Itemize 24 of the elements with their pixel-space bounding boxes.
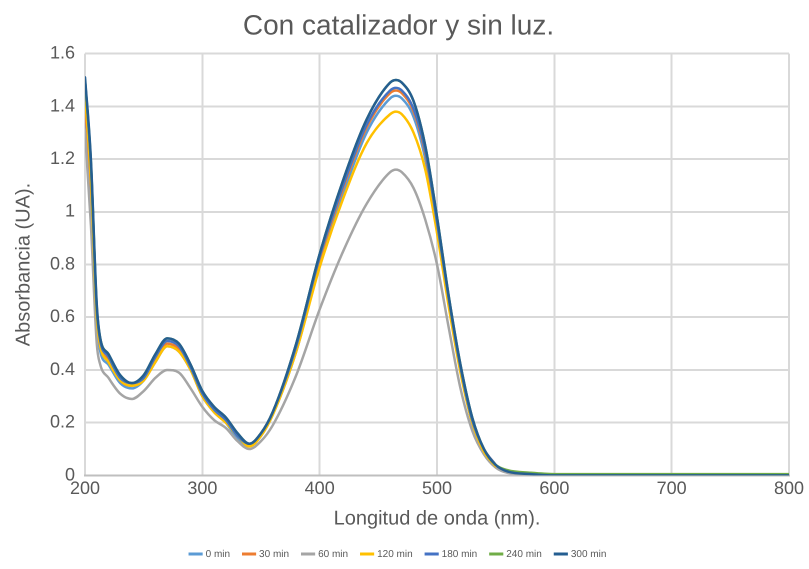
x-tick-label: 400 xyxy=(304,478,335,498)
legend-label: 60 min xyxy=(318,548,348,560)
chart-title: Con catalizador y sin luz. xyxy=(242,10,554,41)
y-tick-label: 0.6 xyxy=(50,306,76,326)
x-tick-label: 700 xyxy=(656,478,687,498)
x-axis-title: Longitud de onda (nm). xyxy=(334,508,540,530)
y-tick-label: 0.2 xyxy=(50,412,76,432)
legend-label: 180 min xyxy=(442,548,478,560)
y-axis-title: Absorbancia (UA). xyxy=(12,182,35,346)
legend-label: 30 min xyxy=(259,548,290,560)
y-tick-label: 1.6 xyxy=(50,42,76,63)
x-tick-label: 300 xyxy=(187,478,218,498)
y-tick-label: 0.8 xyxy=(50,253,76,274)
y-tick-label: 1.2 xyxy=(50,148,76,168)
legend-label: 300 min xyxy=(570,548,606,560)
x-tick-label: 800 xyxy=(774,478,804,498)
y-tick-label: 0.4 xyxy=(50,358,76,379)
legend-label: 240 min xyxy=(506,548,542,560)
y-tick-label: 1 xyxy=(65,200,76,221)
legend-label: 0 min xyxy=(206,548,230,560)
x-tick-label: 600 xyxy=(539,478,570,498)
legend-label: 120 min xyxy=(377,548,413,560)
x-tick-label: 500 xyxy=(422,478,452,498)
y-tick-label: 1.4 xyxy=(50,95,76,116)
